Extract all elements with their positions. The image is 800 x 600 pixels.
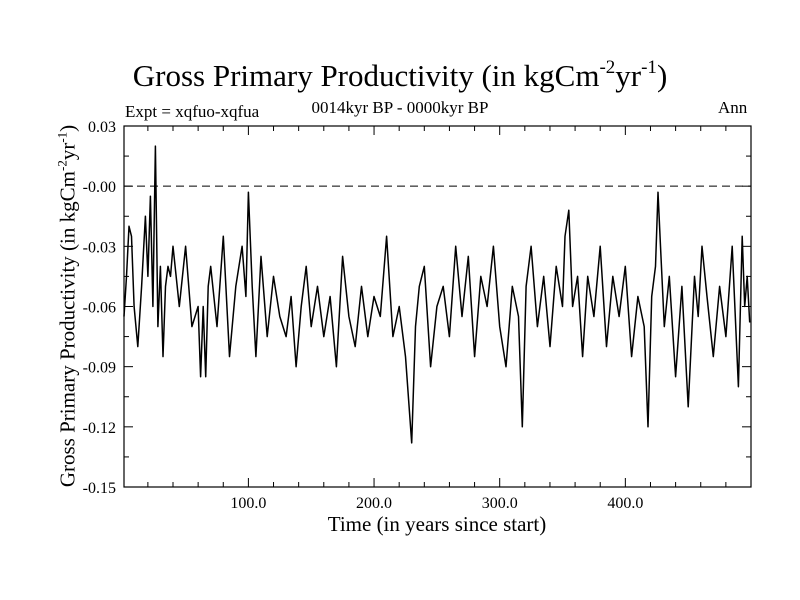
y-tick-label: -0.12: [83, 420, 116, 437]
axis-tick-labels: 0.03 -0.00 -0.03 -0.06 -0.09 -0.12 -0.15 100.0 2…: [83, 119, 644, 512]
gpp-series-line: [123, 145, 751, 444]
chart-subtitle: 0014kyr BP - 0000kyr BP: [311, 98, 489, 117]
y-tick-label: -0.15: [83, 480, 116, 497]
x-tick-label: 100.0: [230, 495, 266, 512]
x-axis-label: Time (in years since start): [327, 512, 547, 536]
x-tick-label: 400.0: [607, 495, 643, 512]
experiment-label: Expt = xqfuo-xqfua: [125, 102, 260, 121]
axis-ticks: [124, 125, 751, 488]
y-tick-label: -0.03: [83, 239, 116, 256]
y-tick-label: 0.03: [88, 119, 116, 136]
x-tick-label: 200.0: [356, 495, 392, 512]
x-tick-label: 300.0: [482, 495, 518, 512]
season-label: Ann: [718, 98, 748, 117]
y-tick-label: -0.09: [83, 360, 116, 377]
chart-title: Gross Primary Productivity (in kgCm-2yr-…: [132, 57, 668, 93]
y-tick-label: -0.00: [83, 179, 116, 196]
y-tick-label: -0.06: [83, 300, 116, 317]
